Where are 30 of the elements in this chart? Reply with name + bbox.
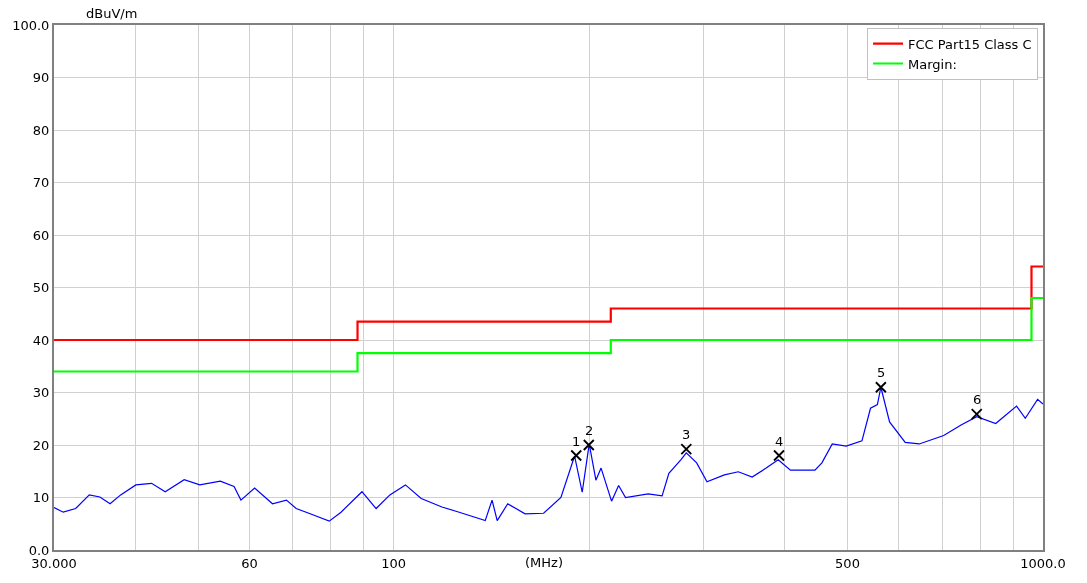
y-tick-label: 70 <box>32 175 50 191</box>
y-tick-label: 10 <box>32 490 50 506</box>
y-tick-label: 30 <box>32 385 50 401</box>
y-axis-title: dBuV/m <box>86 6 138 21</box>
y-tick-label: 80 <box>32 122 50 138</box>
x-tick-label: 60 <box>241 555 258 571</box>
x-tick-label: 100 <box>381 555 406 571</box>
legend-label: Margin: <box>908 56 957 72</box>
point <box>874 381 887 394</box>
y-tick-label: 50 <box>32 280 50 296</box>
y-tick-label: 100.0 <box>12 17 50 33</box>
point <box>582 439 595 451</box>
annotation: 3 <box>682 427 691 442</box>
y-tick-label: 60 <box>32 227 50 243</box>
x-axis-title: (MHz) <box>525 555 563 570</box>
point <box>680 443 693 456</box>
legend-label: FCC Part15 Class C <box>908 36 1032 52</box>
annotation: 6 <box>973 392 982 407</box>
annotation: 2 <box>585 423 594 438</box>
annotation: 1 <box>572 434 581 449</box>
y-tick-label: 0.0 <box>28 542 50 558</box>
y-tick-label: 90 <box>32 70 50 86</box>
y-tick-label: 20 <box>32 437 50 453</box>
annotation: 5 <box>877 365 886 380</box>
point <box>970 408 983 420</box>
annotation: 4 <box>775 434 784 449</box>
x-tick-label: 30.000 <box>31 555 77 571</box>
x-tick-label: 500 <box>835 555 860 571</box>
x-tick-label: 1000.0 <box>1020 555 1066 571</box>
y-tick-label: 40 <box>32 332 50 348</box>
